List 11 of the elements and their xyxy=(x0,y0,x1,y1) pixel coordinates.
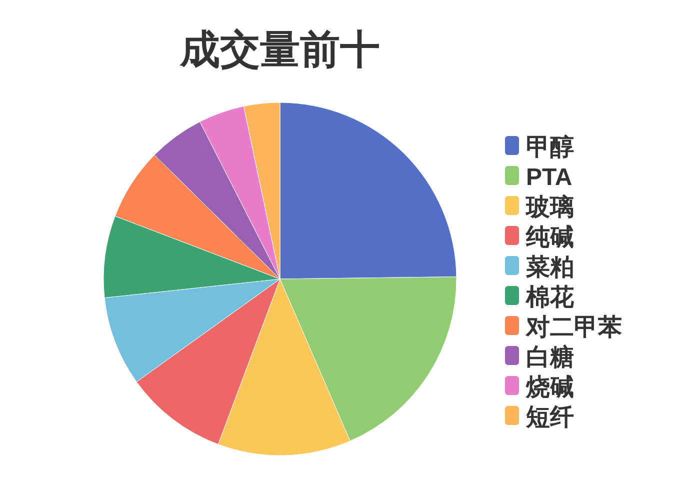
legend-label: 白糖 xyxy=(526,344,574,371)
legend-label: 玻璃 xyxy=(525,194,574,221)
legend-label: 烧碱 xyxy=(525,374,574,401)
legend-label: 短纤 xyxy=(525,404,574,431)
legend-label: 菜粕 xyxy=(525,254,574,281)
legend-label: 棉花 xyxy=(525,284,574,311)
legend-label: 纯碱 xyxy=(525,224,574,251)
legend-label: PTA xyxy=(526,164,572,191)
chart-title: 成交量前十 xyxy=(179,28,380,72)
legend-label: 对二甲苯 xyxy=(525,314,622,341)
legend-label: 甲醇 xyxy=(526,134,574,161)
